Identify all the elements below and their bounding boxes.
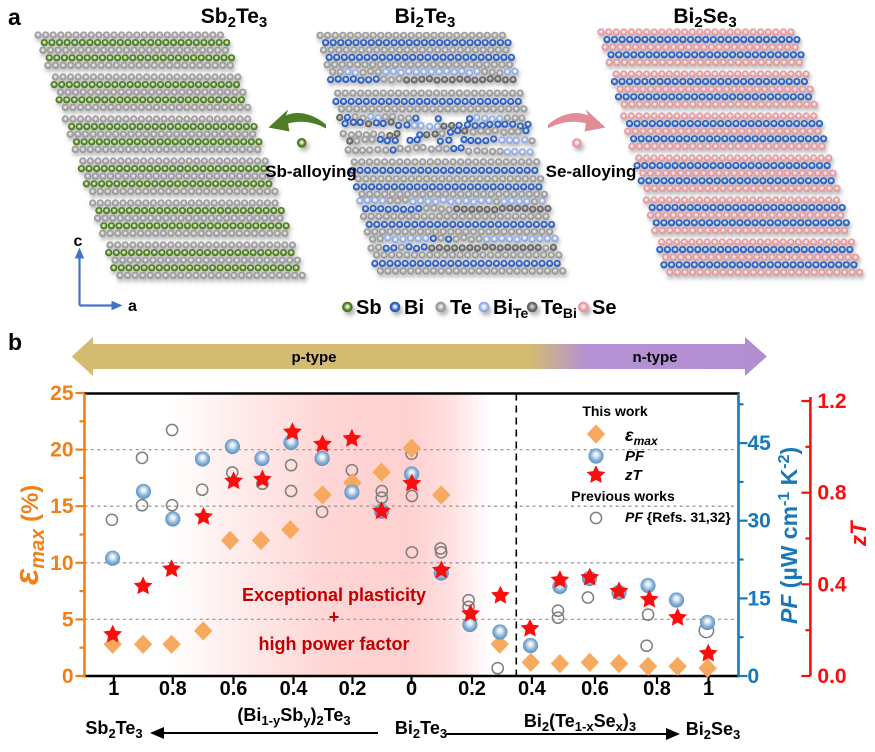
svg-text:0.6: 0.6 [220,678,248,700]
svg-text:c: c [74,233,83,250]
svg-text:25: 25 [50,382,74,405]
svg-text:0.2: 0.2 [458,678,486,700]
svg-text:εmax (%): εmax (%) [8,485,49,585]
svg-text:20: 20 [50,439,73,462]
svg-text:p-type: p-type [292,349,337,366]
svg-text:PF {Refs. 31,32}: PF {Refs. 31,32} [625,509,731,525]
svg-text:0.4: 0.4 [280,678,309,700]
svg-text:PF (µW cm-1 K-2): PF (µW cm-1 K-2) [776,447,802,624]
svg-text:a: a [128,298,137,315]
svg-text:15: 15 [748,587,772,610]
svg-text:a: a [8,4,21,30]
svg-text:(Bi1-y​Sby​)2​Te3​: (Bi1-y​Sby​)2​Te3​ [237,705,350,728]
svg-text:zT: zT [846,520,871,547]
svg-text:Bi: Bi [404,297,424,319]
svg-text:Bi2​(Te1-x​Sex​)3​: Bi2​(Te1-x​Sex​)3​ [524,711,636,734]
svg-text:b: b [8,329,22,355]
svg-text:BiTe​: BiTe​ [493,297,529,321]
svg-text:TeBi​: TeBi​ [541,297,577,321]
svg-text:0: 0 [62,665,74,688]
svg-text:PF: PF [625,448,645,465]
svg-text:+: + [329,607,340,627]
svg-text:30: 30 [748,510,771,533]
svg-text:high power factor: high power factor [258,634,409,654]
svg-text:1.2: 1.2 [817,390,846,413]
svg-text:0.8: 0.8 [643,678,671,700]
svg-text:Bi2​Te3​: Bi2​Te3​ [395,718,447,741]
svg-text:0.2: 0.2 [339,678,367,700]
svg-text:0.8: 0.8 [817,482,847,505]
svg-text:0.4: 0.4 [518,678,547,700]
svg-text:0.6: 0.6 [581,678,609,700]
svg-text:n-type: n-type [633,349,678,366]
svg-text:0: 0 [748,665,760,688]
svg-text:This work: This work [582,403,648,419]
svg-text:1: 1 [108,678,119,700]
svg-text:0.0: 0.0 [817,665,846,688]
svg-text:Bi2​Te3​: Bi2​Te3​ [395,5,456,31]
svg-text:10: 10 [50,552,73,575]
svg-text:45: 45 [748,432,772,455]
svg-text:Se-alloying: Se-alloying [546,162,637,181]
svg-text:Sb2​Te3​: Sb2​Te3​ [201,5,267,31]
svg-text:zT: zT [624,467,644,484]
svg-text:Previous works: Previous works [571,488,675,504]
svg-text:Sb-alloying: Sb-alloying [265,162,357,181]
svg-text:15: 15 [50,495,74,518]
svg-text:0: 0 [406,678,417,700]
svg-text:5: 5 [62,608,74,631]
svg-text:Se: Se [592,297,616,319]
svg-text:Te: Te [450,297,472,319]
svg-text:Exceptional plasticity: Exceptional plasticity [242,585,426,605]
svg-text:Sb: Sb [356,297,382,319]
svg-text:Bi2​Se3​: Bi2​Se3​ [686,719,741,742]
svg-text:0.8: 0.8 [159,678,187,700]
svg-text:Sb2​Te3​: Sb2​Te3​ [85,718,142,741]
svg-text:1: 1 [703,678,714,700]
svg-text:Bi2​Se3​: Bi2​Se3​ [673,5,736,31]
svg-text:0.4: 0.4 [817,573,847,596]
